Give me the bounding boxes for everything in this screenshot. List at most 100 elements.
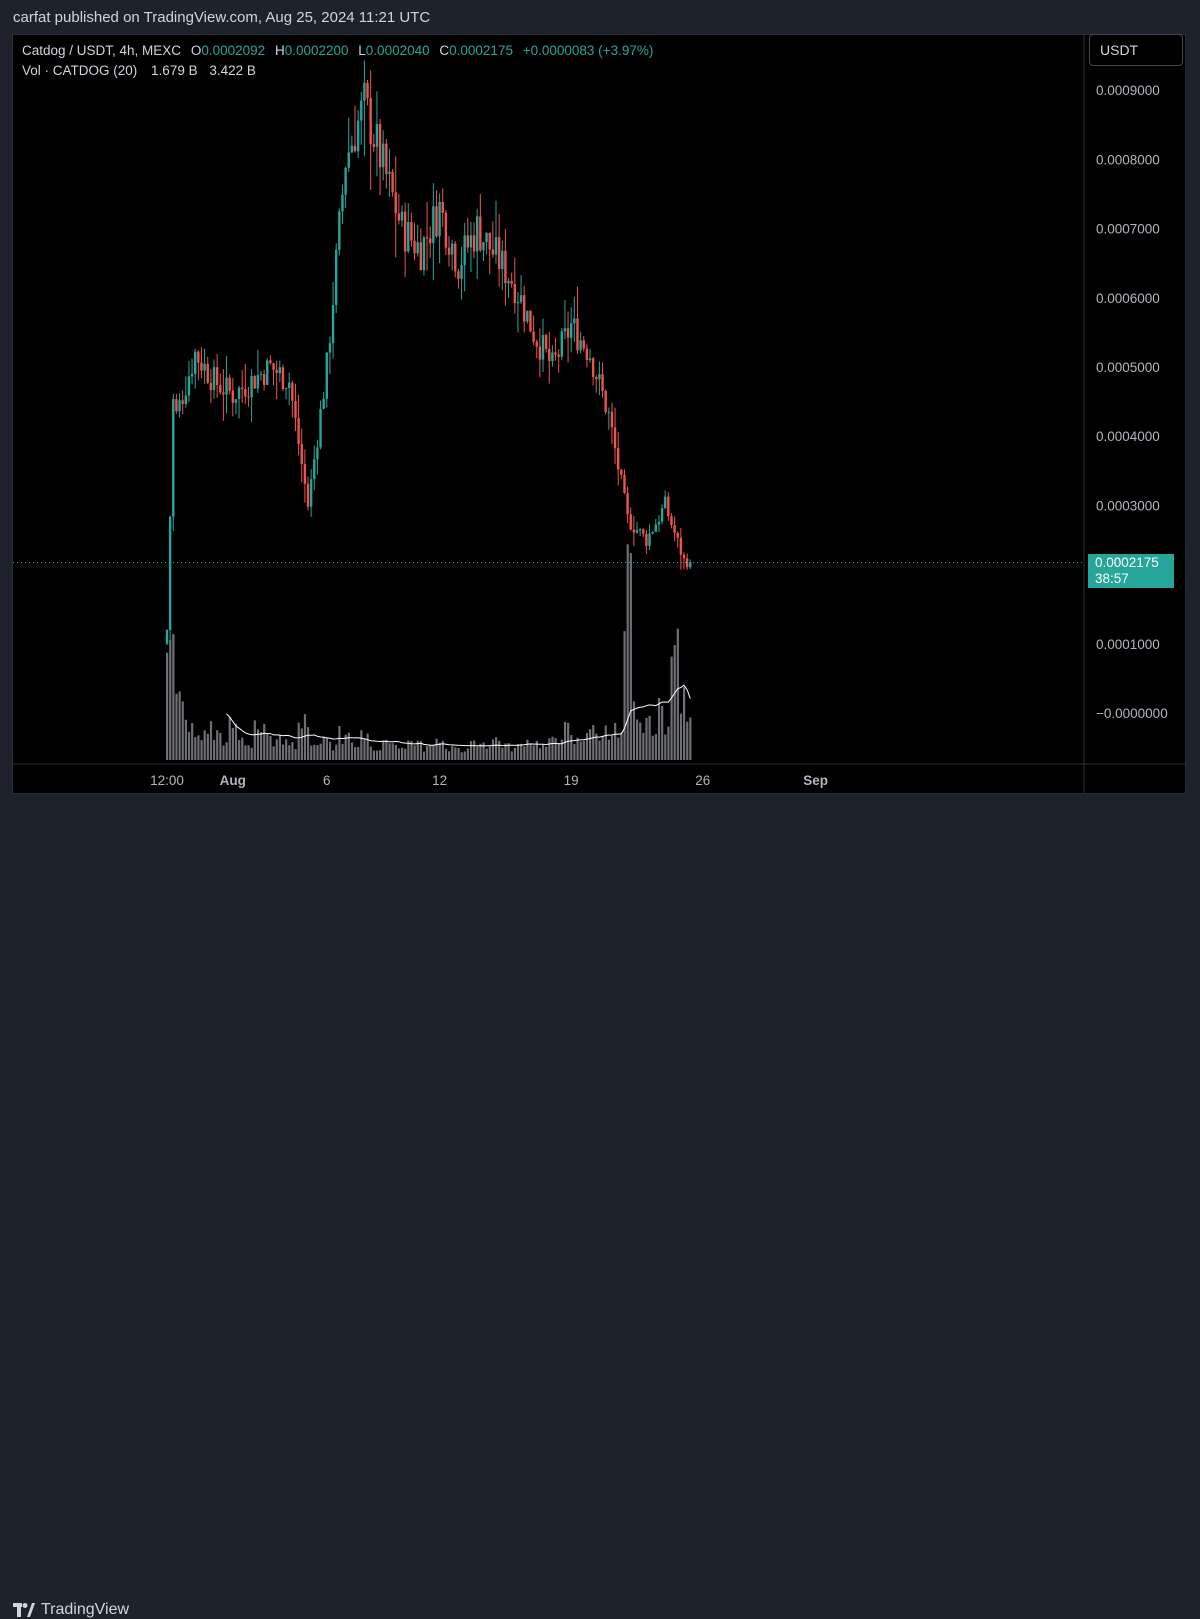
candle-body <box>620 469 623 475</box>
candle-body <box>585 348 589 361</box>
time-tick-label: Sep <box>803 773 828 788</box>
candle-body <box>400 211 404 221</box>
candle-body <box>450 243 454 255</box>
volume-bar <box>657 697 661 760</box>
currency-button[interactable]: USDT <box>1089 34 1183 66</box>
volume-bar <box>172 634 175 760</box>
volume-bar <box>642 732 645 760</box>
volume-bar <box>413 745 416 760</box>
volume-bar <box>460 752 463 760</box>
candle-body <box>479 216 482 251</box>
current-price: 0.0002175 <box>1095 555 1159 570</box>
candle-body <box>510 280 513 285</box>
price-tick-label: 0.0008000 <box>1096 152 1160 167</box>
volume-bar <box>495 737 498 760</box>
candle-body <box>269 360 272 364</box>
candle-body <box>422 237 426 271</box>
volume-bar <box>213 740 216 760</box>
tradingview-logo[interactable]: TradingView <box>13 1601 129 1619</box>
candle-body <box>435 206 438 237</box>
candle-body <box>591 358 595 378</box>
candle-body <box>278 367 281 374</box>
candle-body <box>670 516 673 526</box>
candle-body <box>322 398 325 409</box>
candle-body <box>184 395 187 404</box>
candle-body <box>382 143 385 168</box>
time-tick-label: 26 <box>695 773 710 788</box>
volume-bar <box>350 742 354 760</box>
volume-bar <box>429 745 432 760</box>
candle-body <box>494 237 498 255</box>
symbol-title[interactable]: Catdog / USDT, 4h, MEXC <box>22 43 182 58</box>
volume-bar <box>661 705 664 760</box>
candle-body <box>676 532 679 538</box>
candle-body <box>595 377 598 380</box>
candle-body <box>601 374 604 391</box>
candle-body <box>629 514 632 530</box>
candle-body <box>178 400 181 412</box>
candlestick-chart[interactable]: 0.0009000 0.0008000 0.0007000 0.0006000 0.00… <box>0 0 1200 836</box>
chart-pane[interactable] <box>12 34 1186 794</box>
price-tick-label: 0.0001000 <box>1096 637 1160 652</box>
candle-body <box>319 408 322 448</box>
candle-body <box>175 399 178 412</box>
price-tick-label: 0.0003000 <box>1096 498 1160 513</box>
close-value: 0.0002175 <box>449 43 513 58</box>
change-value: +0.0000083 (+3.97%) <box>522 43 654 58</box>
candle-body <box>523 295 526 322</box>
candle-body <box>460 265 463 279</box>
candle-body <box>316 447 319 460</box>
candle-body <box>291 382 294 401</box>
publish-header: carfat published on TradingView.com, Aug… <box>0 0 1200 34</box>
candle-body <box>526 310 529 322</box>
candle-body <box>513 284 516 304</box>
volume-bar <box>222 745 225 760</box>
candle-body <box>225 377 228 395</box>
volume-bar <box>269 736 272 760</box>
volume-bar <box>200 740 203 760</box>
volume-bar <box>604 725 607 760</box>
volume-bar <box>501 747 504 760</box>
price-tick-label: 0.0009000 <box>1096 83 1160 98</box>
volume-bar <box>504 743 507 760</box>
candle-body <box>529 310 532 332</box>
volume-bar <box>407 740 410 760</box>
volume-bar <box>191 723 194 760</box>
candle-body <box>454 243 457 272</box>
price-tick-label: 0.0007000 <box>1096 222 1160 237</box>
candle-body <box>168 516 172 631</box>
tradingview-logo-icon <box>13 1603 35 1617</box>
volume-bar <box>579 741 582 760</box>
candle-body <box>532 331 535 342</box>
candle-body <box>551 352 554 362</box>
candle-body <box>654 524 657 532</box>
volume-bar <box>542 744 545 760</box>
volume-bar <box>285 739 288 760</box>
volume-bar <box>234 723 238 760</box>
candle-body <box>212 367 216 390</box>
candle-body <box>548 348 551 362</box>
candle-body <box>538 346 542 360</box>
candle-body <box>476 216 479 252</box>
candle-body <box>194 351 197 374</box>
volume-bar <box>166 652 169 760</box>
candle-body <box>441 201 444 213</box>
volume-bar <box>598 740 601 760</box>
candle-body <box>541 335 545 360</box>
volume-label[interactable]: Vol · CATDOG (20) <box>22 63 138 78</box>
high-value: 0.0002200 <box>284 43 349 58</box>
candle-body <box>350 145 354 153</box>
candle-body <box>660 508 664 522</box>
candle-body <box>366 82 369 99</box>
volume-bar <box>209 721 213 760</box>
volume-bar <box>341 743 344 760</box>
volume-bar <box>632 701 636 760</box>
volume-bar <box>526 739 529 760</box>
volume-bar <box>438 742 441 760</box>
candle-body <box>200 362 203 371</box>
high-label: H <box>274 43 285 58</box>
candle-body <box>604 390 607 413</box>
candle-body <box>391 171 394 193</box>
volume-value: 1.679 B <box>151 63 198 78</box>
volume-bar <box>595 733 598 760</box>
